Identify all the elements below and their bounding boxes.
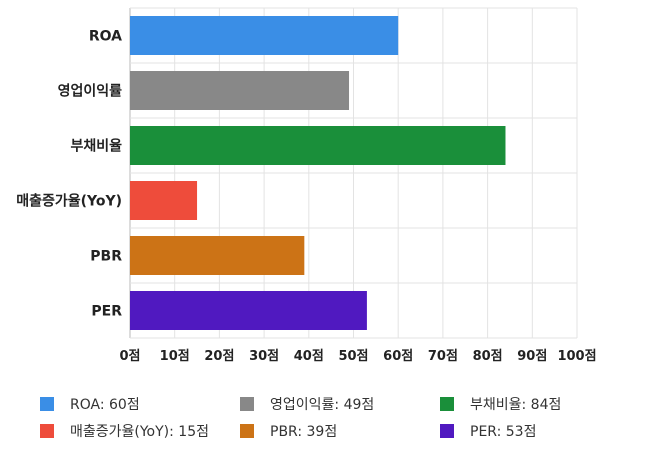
legend-label: 영업이익률: 49점 bbox=[270, 396, 375, 413]
legend-label: PER: 53점 bbox=[470, 423, 537, 440]
x-tick-label: 40점 bbox=[294, 349, 324, 364]
legend-label: 부채비율: 84점 bbox=[470, 396, 562, 413]
legend-label: PBR: 39점 bbox=[270, 423, 338, 440]
legend-item-debt-ratio: 부채비율: 84점 bbox=[440, 394, 640, 414]
bar bbox=[130, 181, 198, 220]
x-tick-label: 30점 bbox=[249, 349, 279, 364]
x-tick-label: 10점 bbox=[160, 349, 190, 364]
legend-swatch bbox=[440, 396, 454, 411]
x-tick-label: 90점 bbox=[517, 349, 547, 364]
legend: ROA: 60점 영업이익률: 49점 부채비율: 84점 매출증가율(YoY)… bbox=[40, 390, 640, 444]
legend-swatch bbox=[40, 423, 54, 438]
y-category-label: 부채비율 bbox=[70, 138, 122, 155]
legend-label: 매출증가율(YoY): 15점 bbox=[70, 423, 209, 440]
legend-row: 매출증가율(YoY): 15점 PBR: 39점 PER: 53점 bbox=[40, 417, 640, 444]
bar bbox=[130, 126, 506, 165]
y-category-label: PBR bbox=[90, 249, 122, 265]
legend-item-pbr: PBR: 39점 bbox=[240, 421, 440, 441]
legend-label: ROA: 60점 bbox=[70, 396, 140, 413]
x-tick-label: 60점 bbox=[383, 349, 413, 364]
legend-swatch bbox=[440, 423, 454, 438]
x-tick-label: 70점 bbox=[428, 349, 458, 364]
legend-item-operating-margin: 영업이익률: 49점 bbox=[240, 394, 440, 414]
x-tick-label: 50점 bbox=[338, 349, 368, 364]
y-category-label: 매출증가율(YoY) bbox=[16, 193, 122, 210]
x-tick-label: 20점 bbox=[204, 349, 234, 364]
bar-chart: 0점 10점 20점 30점 40점 50점 60점 70점 80점 90점 100점 ROA 영업이익… bbox=[16, 7, 597, 364]
bar bbox=[130, 291, 367, 330]
bar bbox=[130, 236, 305, 275]
bar bbox=[130, 16, 399, 55]
legend-item-roa: ROA: 60점 bbox=[40, 394, 240, 414]
legend-row: ROA: 60점 영업이익률: 49점 부채비율: 84점 bbox=[40, 390, 640, 417]
x-tick-label: 100점 bbox=[557, 349, 596, 364]
x-tick-label: 0점 bbox=[119, 349, 140, 364]
y-category-label: ROA bbox=[89, 29, 122, 45]
legend-item-sales-growth: 매출증가율(YoY): 15점 bbox=[40, 421, 240, 441]
legend-swatch bbox=[40, 396, 54, 411]
x-tick-label: 80점 bbox=[473, 349, 503, 364]
y-category-label: 영업이익률 bbox=[58, 83, 123, 100]
legend-item-per: PER: 53점 bbox=[440, 421, 640, 441]
y-category-label: PER bbox=[91, 304, 122, 320]
bar bbox=[130, 71, 350, 110]
legend-swatch bbox=[240, 423, 254, 438]
legend-swatch bbox=[240, 396, 254, 411]
